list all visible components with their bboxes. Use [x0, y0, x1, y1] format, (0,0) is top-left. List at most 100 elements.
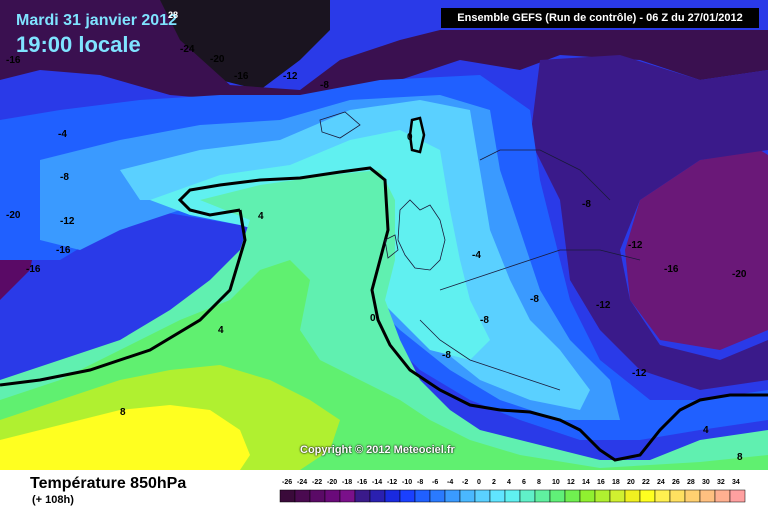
legend-swatch [309, 489, 326, 503]
zero-isotherm-west [0, 209, 247, 387]
forecast-date: Mardi 31 janvier 2012 [16, 12, 177, 29]
forecast-time: 19:00 locale [16, 32, 141, 57]
contour-label: -8 [442, 350, 451, 361]
legend-tick-label: -12 [387, 479, 397, 486]
contour-label: -16 [56, 245, 71, 256]
legend-tick-label: 14 [582, 479, 590, 486]
legend-tick-label: -16 [357, 479, 367, 486]
contour-label: -12 [628, 240, 643, 251]
legend-swatch [339, 489, 356, 503]
contour-label: -8 [480, 315, 489, 326]
legend-swatch [429, 489, 446, 503]
contour-label: 4 [218, 325, 224, 336]
legend-swatch [684, 489, 701, 503]
corner-mark: 28 [168, 10, 179, 20]
legend-tick-label: 30 [702, 479, 710, 486]
cold-purple-east [625, 150, 768, 350]
contour-label: -12 [283, 71, 298, 82]
legend-swatch [534, 489, 551, 503]
legend-tick-label: -2 [462, 479, 468, 486]
legend-swatch [579, 489, 596, 503]
legend-swatch [294, 489, 311, 503]
coastline-europe [419, 149, 641, 391]
legend-tick-label: 26 [672, 479, 680, 486]
contour-labels: -16 -24 -20 -16 -12 -8 0 -4 -8 -20 -12 -… [6, 44, 747, 463]
contour-label: -20 [210, 54, 225, 65]
legend-footer: -26 -24 -22 -20 -18 -16 -14 -12 -10 -8 -6 -4 -2 0 2 4 6 8… [0, 470, 768, 512]
legend-swatch [699, 489, 716, 503]
contour-label: -16 [6, 55, 21, 66]
contour-label: 4 [258, 211, 264, 222]
contour-label: 0 [407, 132, 413, 143]
legend-swatch [369, 489, 386, 503]
legend-swatch [564, 489, 581, 503]
legend-tick-label: 28 [687, 479, 695, 486]
arctic-dark-zone [160, 0, 330, 90]
legend-tick-label: 0 [477, 479, 481, 486]
legend-swatch [474, 489, 491, 503]
legend-tick-label: -8 [417, 479, 423, 486]
legend-tick-label: -10 [402, 479, 412, 486]
legend-tick-label: -4 [447, 479, 453, 486]
cold-indigo-east [530, 55, 768, 390]
color-scale-legend: -26 -24 -22 -20 -18 -16 -14 -12 -10 -8 -6 -4 -2 0 2 4 6 8… [279, 479, 746, 503]
legend-swatch [669, 489, 686, 503]
contour-label: -12 [632, 368, 647, 379]
contour-label: 4 [703, 425, 709, 436]
legend-tick-label: -14 [372, 479, 382, 486]
yellow-zone [0, 405, 250, 470]
copyright-text: Copyright © 2012 Meteociel.fr [300, 444, 455, 456]
legend-tick-label: 20 [627, 479, 635, 486]
contour-label: -8 [60, 172, 69, 183]
contour-label: 0 [370, 313, 376, 324]
legend-tick-label: 12 [567, 479, 575, 486]
contour-label: -20 [732, 269, 747, 280]
contour-label: -12 [60, 216, 75, 227]
legend-tick-label: 16 [597, 479, 605, 486]
legend-swatch [504, 489, 521, 503]
contour-label: -16 [234, 71, 249, 82]
cold-purple-north [0, 0, 768, 100]
contour-label: -16 [26, 264, 41, 275]
legend-swatch [609, 489, 626, 503]
coastline-faroe [408, 116, 426, 154]
legend-swatch [414, 489, 431, 503]
contour-label: -20 [6, 210, 21, 221]
legend-swatch [384, 489, 401, 503]
legend-swatch [324, 489, 341, 503]
coastline-iceland [319, 111, 361, 139]
legend-title: Température 850hPa [30, 475, 187, 492]
legend-tick-label: 4 [507, 479, 511, 486]
legend-tick-label: -6 [432, 479, 438, 486]
legend-tick-label: -20 [327, 479, 337, 486]
legend-swatch [459, 489, 476, 503]
legend-tick-label: -18 [342, 479, 352, 486]
contour-label: -8 [530, 294, 539, 305]
legend-tick-label: 24 [657, 479, 665, 486]
legend-swatch [444, 489, 461, 503]
run-info-box: Ensemble GEFS (Run de contrôle) - 06 Z d… [441, 8, 759, 28]
legend-swatch [594, 489, 611, 503]
legend-swatch [639, 489, 656, 503]
legend-tick-label: -22 [312, 479, 322, 486]
contour-label: -24 [180, 44, 195, 55]
legend-swatch [519, 489, 536, 503]
contour-label: 8 [120, 407, 126, 418]
legend-tick-label: 32 [717, 479, 725, 486]
legend-swatch [399, 489, 416, 503]
legend-lead-time: (+ 108h) [32, 494, 74, 506]
legend-swatch [549, 489, 566, 503]
legend-swatch [714, 489, 731, 503]
legend-swatch [654, 489, 671, 503]
legend-tick-label: 18 [612, 479, 620, 486]
contour-label: -4 [58, 129, 67, 140]
legend-tick-label: 8 [537, 479, 541, 486]
temperature-map: -16 -24 -20 -16 -12 -8 0 -4 -8 -20 -12 -… [0, 0, 768, 470]
legend-swatch [279, 489, 296, 503]
legend-tick-label: 2 [492, 479, 496, 486]
legend-swatch [729, 489, 746, 503]
legend-tick-label: 10 [552, 479, 560, 486]
legend-tick-label: 6 [522, 479, 526, 486]
legend-swatch [489, 489, 506, 503]
